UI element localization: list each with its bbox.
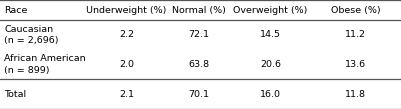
Text: 63.8: 63.8	[188, 60, 209, 69]
Text: 72.1: 72.1	[188, 30, 209, 39]
Text: 2.1: 2.1	[119, 89, 134, 99]
Text: 13.6: 13.6	[345, 60, 367, 69]
Text: 2.0: 2.0	[119, 60, 134, 69]
Text: 16.0: 16.0	[260, 89, 281, 99]
Text: Obese (%): Obese (%)	[331, 6, 381, 15]
Text: Underweight (%): Underweight (%)	[86, 6, 166, 15]
Text: Overweight (%): Overweight (%)	[233, 6, 308, 15]
Text: 11.2: 11.2	[345, 30, 367, 39]
Text: Normal (%): Normal (%)	[172, 6, 225, 15]
Text: 20.6: 20.6	[260, 60, 281, 69]
Text: Race: Race	[4, 6, 27, 15]
Text: 2.2: 2.2	[119, 30, 134, 39]
Text: 70.1: 70.1	[188, 89, 209, 99]
Text: African American
(n = 899): African American (n = 899)	[4, 54, 86, 75]
Text: Total: Total	[4, 89, 26, 99]
Text: 11.8: 11.8	[345, 89, 367, 99]
Text: Caucasian
(n = 2,696): Caucasian (n = 2,696)	[4, 25, 59, 45]
Text: 14.5: 14.5	[260, 30, 281, 39]
